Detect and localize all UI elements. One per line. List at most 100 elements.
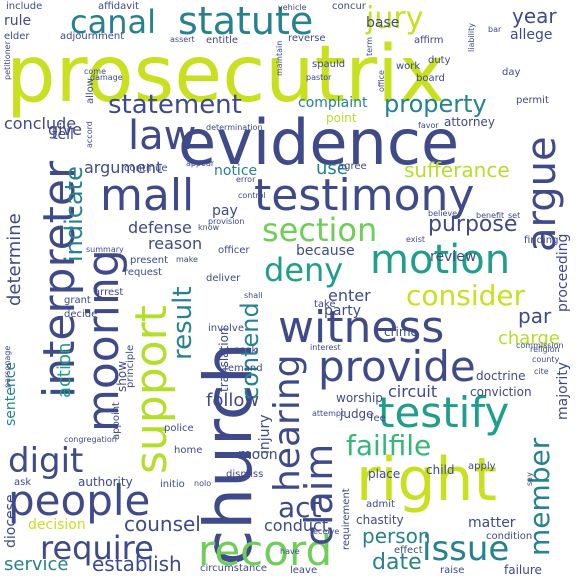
word-adjournment: adjournment xyxy=(60,31,125,42)
word-commission: commission xyxy=(516,341,564,350)
word-deliver: deliver xyxy=(206,273,241,284)
word-benefit: benefit xyxy=(476,211,505,220)
word-interest: interest xyxy=(310,343,341,352)
word-doctrine: doctrine xyxy=(476,369,526,383)
word-term: term xyxy=(365,37,374,56)
word-control: control xyxy=(238,191,266,200)
word-religion: religion xyxy=(530,345,560,354)
word-people: people xyxy=(8,476,151,525)
word-request: request xyxy=(124,267,163,278)
word-moon: moon xyxy=(238,447,278,463)
word-rule: rule xyxy=(4,13,32,29)
word-admit: admit xyxy=(366,499,395,510)
word-present: present xyxy=(130,255,169,266)
word-use: use xyxy=(316,158,348,179)
word-matter: matter xyxy=(468,515,516,531)
word-determination: determination xyxy=(206,123,263,132)
word-say: say xyxy=(525,472,534,486)
word-tell: tell xyxy=(52,127,74,143)
word-conduct: conduct xyxy=(264,516,329,535)
word-seek: seek xyxy=(234,345,258,356)
word-officer: officer xyxy=(218,245,250,256)
word-year: year xyxy=(512,4,557,28)
word-base: base xyxy=(366,15,400,31)
word-conviction: conviction xyxy=(470,385,532,399)
word-include: include xyxy=(6,1,43,12)
word-permit: permit xyxy=(516,95,549,106)
word-consider: consider xyxy=(406,279,526,312)
word-law: law xyxy=(128,113,197,159)
word-have: have xyxy=(280,547,300,556)
word-maintain: maintain xyxy=(275,40,284,76)
word-pastor: pastor xyxy=(306,73,332,82)
word-reason: reason xyxy=(148,234,203,253)
word-damage: damage xyxy=(90,73,123,82)
word-motion: motion xyxy=(370,237,511,283)
word-circuit: circuit xyxy=(388,382,438,401)
word-enter: enter xyxy=(328,286,371,305)
word-translation: translation xyxy=(217,327,231,392)
word-par: par xyxy=(518,304,552,328)
word-work: work xyxy=(396,61,421,72)
word-reverse: reverse xyxy=(288,33,326,44)
word-raise: raise xyxy=(440,565,465,576)
word-date: date xyxy=(372,550,422,575)
word-remand: remand xyxy=(224,363,263,374)
word-shall: shall xyxy=(244,291,263,300)
word-issue: issue xyxy=(422,529,510,569)
word-hearing: hearing xyxy=(267,354,308,493)
word-vehicle: vehicle xyxy=(278,3,307,12)
word-finding: finding xyxy=(524,235,559,246)
word-allege: allege xyxy=(510,27,553,43)
word-mall: mall xyxy=(100,170,195,221)
word-fee: fee xyxy=(370,413,386,424)
word-decision: decision xyxy=(28,517,86,533)
word-canal: canal xyxy=(70,3,156,41)
word-assert: assert xyxy=(170,35,195,44)
word-pay: pay xyxy=(212,203,238,219)
word-counsel: counsel xyxy=(124,512,201,536)
word-ask: ask xyxy=(14,477,32,488)
word-result: result xyxy=(168,286,198,360)
word-because: because xyxy=(296,243,355,259)
word-condition: condition xyxy=(486,531,533,542)
word-cite: cite xyxy=(534,367,549,376)
word-prosecutrix: prosecutrix xyxy=(6,30,446,120)
word-jury: jury xyxy=(366,1,424,36)
word-failure: failure xyxy=(504,563,542,576)
word-authority: authority xyxy=(78,475,133,489)
word-set: set xyxy=(508,211,521,220)
word-majority: majority xyxy=(555,361,571,420)
word-service: service xyxy=(4,554,69,575)
word-day: day xyxy=(502,67,521,78)
word-action: action xyxy=(54,342,75,398)
word-indicate: indicate xyxy=(60,166,88,262)
word-initio: initio xyxy=(160,479,185,490)
word-involve: involve xyxy=(208,323,245,334)
word-petitioner: petitioner xyxy=(3,41,12,80)
word-place: place xyxy=(368,467,401,481)
word-complaint: complaint xyxy=(298,95,368,111)
word-congregation: congregation xyxy=(64,435,117,444)
word-decide: decide xyxy=(64,309,98,320)
word-review: review xyxy=(430,249,477,265)
word-duty: duty xyxy=(428,55,451,66)
word-failfile: failfile xyxy=(346,429,432,462)
word-argument: argument xyxy=(84,158,163,177)
word-elder: elder xyxy=(4,31,30,42)
word-county: county xyxy=(532,355,560,364)
word-error: error xyxy=(236,175,256,184)
word-believe: believe xyxy=(428,209,458,218)
word-home: home xyxy=(174,445,203,456)
word-affirm: affirm xyxy=(414,35,444,46)
word-parsonage: parsonage xyxy=(3,345,12,388)
word-effect: effect xyxy=(394,545,423,556)
word-judge: judge xyxy=(340,407,374,421)
word-board: board xyxy=(416,73,445,84)
word-evidence: evidence xyxy=(178,106,460,179)
word-witness: witness xyxy=(278,302,445,353)
word-follow: follow xyxy=(206,390,260,411)
word-deny: deny xyxy=(264,251,344,289)
word-take: take xyxy=(314,299,336,310)
